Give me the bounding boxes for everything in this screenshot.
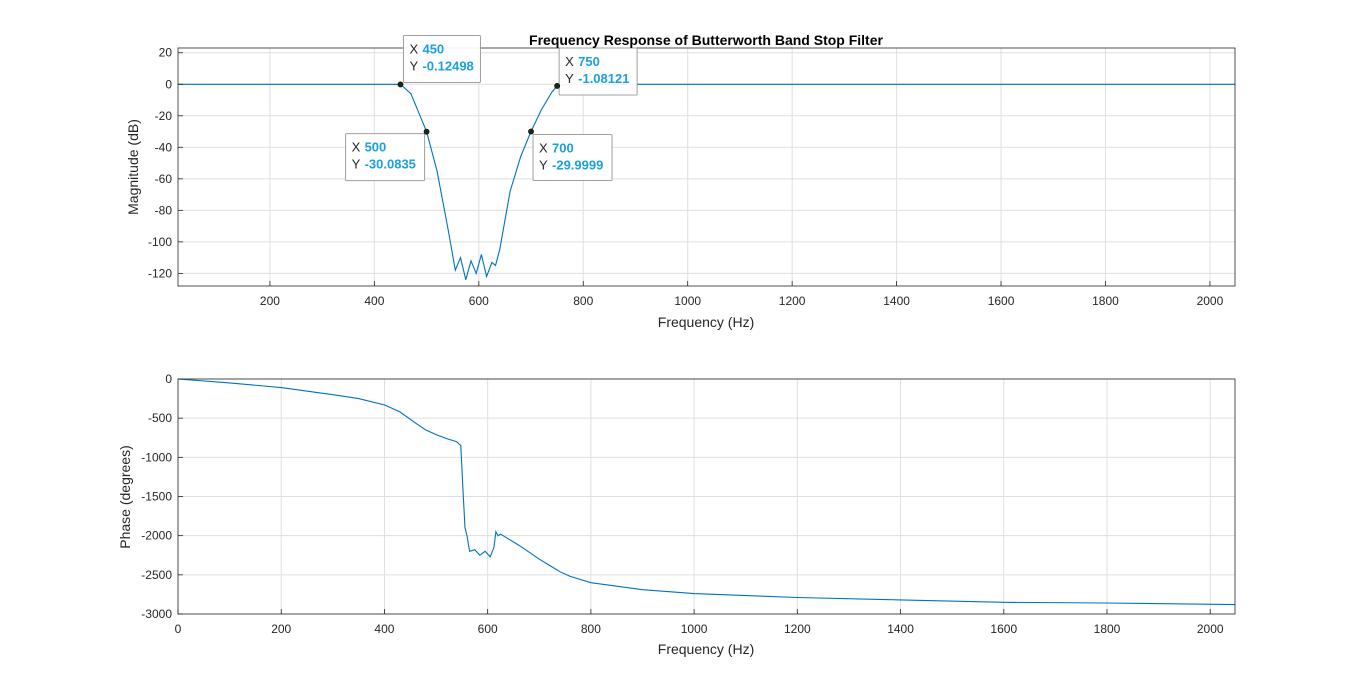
magnitude-axes[interactable]: 200 400 600 800 1000 1200 1400 1600 1800 2000200-… <box>125 32 1236 330</box>
datatip[interactable]: X 450 Y -0.12498 <box>397 34 481 88</box>
phase-grid <box>177 378 1235 615</box>
x-tick-label: 1200 <box>779 294 806 308</box>
phase-series <box>177 378 1236 606</box>
datatip-marker[interactable] <box>554 83 561 89</box>
x-tick-label: 600 <box>469 294 489 308</box>
datatip[interactable]: X 700 Y -29.9999 <box>528 128 613 182</box>
datatip-y-value: -1.08121 <box>578 71 629 86</box>
phase-ticks: 0 200 400 600 800 1000 1200 1400 1600 1800 2000 0 -5… <box>141 372 1224 636</box>
y-tick-label: -80 <box>155 203 173 217</box>
x-tick-label: 200 <box>260 294 280 308</box>
datatip[interactable]: X 500 Y -30.0835 <box>345 128 430 182</box>
phase-series-line <box>177 378 1236 606</box>
y-tick-label: -2000 <box>141 529 172 543</box>
phase-x-axis-label: Frequency (Hz) <box>658 641 754 657</box>
y-tick-label: 0 <box>165 77 172 91</box>
datatip-x-value: 500 <box>365 140 387 155</box>
x-tick-label: 1600 <box>988 294 1015 308</box>
y-tick-label: 20 <box>159 46 173 60</box>
datatip-box <box>345 133 426 182</box>
x-tick-label: 1000 <box>674 294 701 308</box>
x-tick-label: 1000 <box>681 622 708 636</box>
magnitude-plot-area <box>178 48 1235 286</box>
datatip-box <box>402 34 481 83</box>
magnitude-x-axis-label: Frequency (Hz) <box>658 314 754 330</box>
datatip-y-label: Y <box>539 158 548 173</box>
x-tick-label: 1400 <box>887 622 914 636</box>
datatip-marker[interactable] <box>397 81 404 88</box>
x-tick-label: 0 <box>175 622 182 636</box>
y-tick-label: -60 <box>155 172 173 186</box>
y-tick-label: -120 <box>148 266 172 280</box>
x-tick-label: 2000 <box>1197 622 1224 636</box>
datatip-y-value: -0.12498 <box>422 58 473 73</box>
magnitude-y-axis-label: Magnitude (dB) <box>125 119 141 215</box>
x-tick-label: 600 <box>478 622 498 636</box>
phase-axes[interactable]: 0 200 400 600 800 1000 1200 1400 1600 1800 2000 0 -5… <box>117 372 1236 657</box>
chart-title: Frequency Response of Butterworth Band S… <box>529 32 883 48</box>
y-tick-label: 0 <box>165 372 172 386</box>
y-tick-label: -1500 <box>141 490 172 504</box>
y-tick-label: -20 <box>155 109 173 123</box>
datatip-x-label: X <box>539 141 548 156</box>
datatip-marker[interactable] <box>528 128 534 135</box>
datatip-y-label: Y <box>565 71 574 86</box>
magnitude-grid <box>178 48 1235 286</box>
phase-y-axis-label: Phase (degrees) <box>117 445 133 549</box>
x-tick-label: 200 <box>271 622 291 636</box>
datatip-x-value: 700 <box>552 141 574 156</box>
x-tick-label: 1200 <box>784 622 811 636</box>
magnitude-ticks: 200 400 600 800 1000 1200 1400 1600 1800 2000200-… <box>148 46 1224 308</box>
x-tick-label: 400 <box>364 294 384 308</box>
datatip-marker[interactable] <box>423 128 430 135</box>
datatip[interactable]: X 750 Y -1.08121 <box>554 47 638 96</box>
x-tick-label: 400 <box>374 622 394 636</box>
datatip-y-label: Y <box>409 58 418 73</box>
x-tick-label: 1400 <box>883 294 910 308</box>
datatip-x-value: 450 <box>422 41 444 56</box>
x-tick-label: 1800 <box>1092 294 1119 308</box>
datatip-x-label: X <box>409 41 418 56</box>
datatip-y-value: -29.9999 <box>552 158 603 173</box>
y-tick-label: -500 <box>148 411 172 425</box>
datatip-x-label: X <box>565 54 574 69</box>
x-tick-label: 2000 <box>1197 294 1224 308</box>
y-tick-label: -40 <box>155 140 173 154</box>
y-tick-label: -2500 <box>141 568 172 582</box>
x-tick-label: 800 <box>573 294 593 308</box>
datatip-y-value: -30.0835 <box>365 157 416 172</box>
magnitude-axes-box <box>177 47 1236 287</box>
y-tick-label: -3000 <box>141 607 172 621</box>
x-tick-label: 800 <box>581 622 601 636</box>
x-tick-label: 1800 <box>1094 622 1121 636</box>
datatip-x-label: X <box>352 140 361 155</box>
y-tick-label: -100 <box>148 235 172 249</box>
datatip-x-value: 750 <box>578 54 600 69</box>
datatip-box <box>532 134 613 182</box>
datatip-y-label: Y <box>352 157 361 172</box>
x-tick-label: 1600 <box>990 622 1017 636</box>
datatip-box <box>558 47 638 96</box>
y-tick-label: -1000 <box>141 450 172 464</box>
